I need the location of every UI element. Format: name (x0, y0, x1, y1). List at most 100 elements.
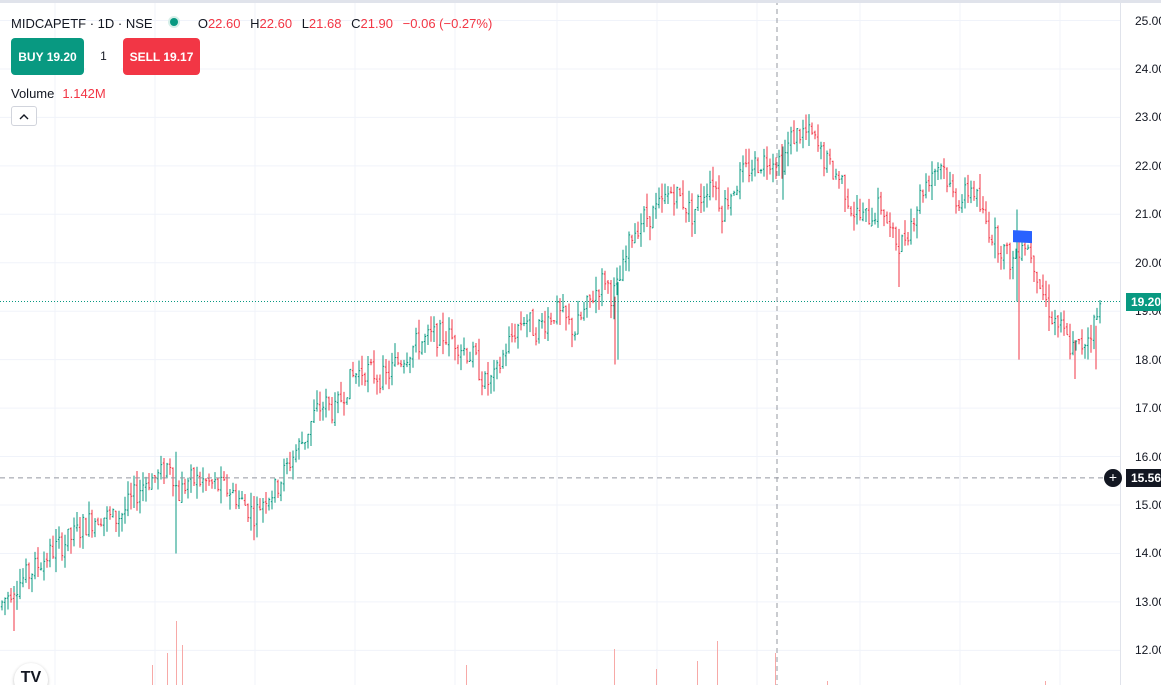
ohlc-bar (882, 209, 886, 227)
ohlc-bar (531, 308, 535, 336)
ohlc-bar (63, 534, 67, 568)
ohlc-bar (567, 303, 571, 325)
ohlc-bar (927, 175, 931, 192)
ohlc-bar (699, 183, 703, 213)
ohlc-bar (240, 491, 244, 500)
ohlc-bar (279, 481, 283, 502)
ohlc-bar (339, 381, 343, 403)
ohlc-bar (165, 462, 169, 479)
ohlc-bar (726, 187, 730, 210)
ohlc-bar (660, 183, 664, 213)
ohlc-bar (825, 150, 829, 173)
ohlc-bar (873, 212, 877, 225)
ohlc-bar (264, 491, 268, 514)
tradingview-logo[interactable]: TV (14, 663, 48, 685)
ohlc-bar (354, 372, 358, 384)
ohlc-bar (783, 139, 787, 175)
ohlc-bar (150, 473, 154, 490)
ohlc-bar (804, 114, 808, 141)
collapse-button[interactable] (11, 106, 37, 126)
ohlc-bar (750, 159, 754, 182)
ohlc-bar (684, 207, 688, 223)
ohlc-bar (258, 498, 262, 511)
ohlc-bar (669, 186, 673, 194)
ohlc-bar (858, 198, 862, 221)
market-status-icon[interactable] (168, 16, 182, 30)
ohlc-bar (555, 295, 559, 325)
ohlc-bar (486, 361, 490, 396)
symbol-title[interactable]: MIDCAPETF · 1D · NSE (11, 16, 153, 31)
ohlc-bar (834, 168, 838, 180)
ohlc-bar (810, 122, 814, 135)
ohlc-bar (3, 597, 7, 616)
ohlc-bar (360, 355, 364, 386)
ohlc-bar (627, 231, 631, 272)
ohlc-bar (429, 316, 433, 342)
ohlc-bar (138, 479, 142, 514)
volume-label: Volume (11, 86, 55, 101)
ohlc-bar (861, 202, 865, 222)
ohlc-bar (1053, 309, 1057, 336)
ohlc-bar (324, 388, 328, 418)
ohlc-bar (333, 392, 337, 426)
ohlc-bar (30, 573, 34, 593)
ohlc-bar (249, 492, 253, 531)
quantity-field[interactable]: 1 (86, 38, 121, 75)
ohlc-bar (447, 317, 451, 357)
ohlc-bar (102, 517, 106, 537)
price-tick-label: 23.00 (1135, 110, 1161, 125)
plus-circle-icon[interactable]: + (1104, 468, 1122, 487)
ohlc-bar (558, 298, 562, 325)
ohlc-bar (378, 374, 382, 394)
chart-pane[interactable]: MIDCAPETF · 1D · NSE O22.60 H22.60 L21.6… (0, 0, 1120, 685)
chart-overlays (0, 0, 1120, 685)
price-chart[interactable] (0, 0, 1120, 685)
ohlc-bar (807, 114, 811, 147)
ohlc-bar (885, 211, 889, 224)
ohlc-bar (630, 234, 634, 248)
open-value: 22.60 (207, 16, 241, 31)
price-axis[interactable]: 25.0024.0023.0022.0021.0020.0019.0018.00… (1120, 0, 1161, 685)
ohlc-bar (1032, 255, 1036, 283)
volume-legend[interactable]: Volume 1.142M (11, 86, 106, 101)
buy-button[interactable]: BUY 19.20 (11, 38, 84, 75)
ohlc-bar (300, 431, 304, 445)
ohlc-bar (147, 473, 151, 491)
ohlc-bar (675, 186, 679, 209)
ohlc-bar (315, 390, 319, 412)
ohlc-bar (498, 356, 502, 374)
ohlc-bar (993, 217, 997, 259)
ohlc-bar (534, 327, 538, 346)
ohlc-bar (903, 220, 907, 246)
ohlc-bar (390, 352, 394, 386)
ohlc-bar (525, 314, 529, 338)
ohlc-bar (786, 131, 790, 167)
ohlc-bar (213, 472, 217, 490)
ohlc-bar (42, 551, 46, 581)
ohlc-bar (651, 205, 655, 229)
ohlc-bar (681, 180, 685, 210)
ohlc-bar (453, 334, 457, 361)
sell-button[interactable]: SELL 19.17 (123, 38, 200, 75)
ohlc-bar (1089, 324, 1093, 353)
ohlc-bar (879, 191, 883, 215)
ohlc-bar (204, 478, 208, 491)
ohlc-bar (753, 151, 757, 177)
low-value: 21.68 (308, 16, 342, 31)
ohlc-bar (90, 509, 94, 538)
ohlc-bar (900, 234, 904, 253)
ohlc-bar (798, 128, 802, 144)
ohlc-bar (198, 471, 202, 487)
ohlc-bar (762, 148, 766, 177)
ohlc-bar (96, 517, 100, 526)
ohlc-bar (600, 268, 604, 307)
flag-marker-icon[interactable] (1013, 230, 1032, 244)
ohlc-bar (36, 547, 40, 577)
ohlc-bar (39, 562, 43, 571)
ohlc-bar (639, 213, 643, 247)
ohlc-bar (411, 345, 415, 368)
ohlc-bar (201, 467, 205, 493)
ohlc-bar (1098, 300, 1102, 324)
ohlc-bar (822, 141, 826, 177)
ohlc-bar (504, 343, 508, 367)
